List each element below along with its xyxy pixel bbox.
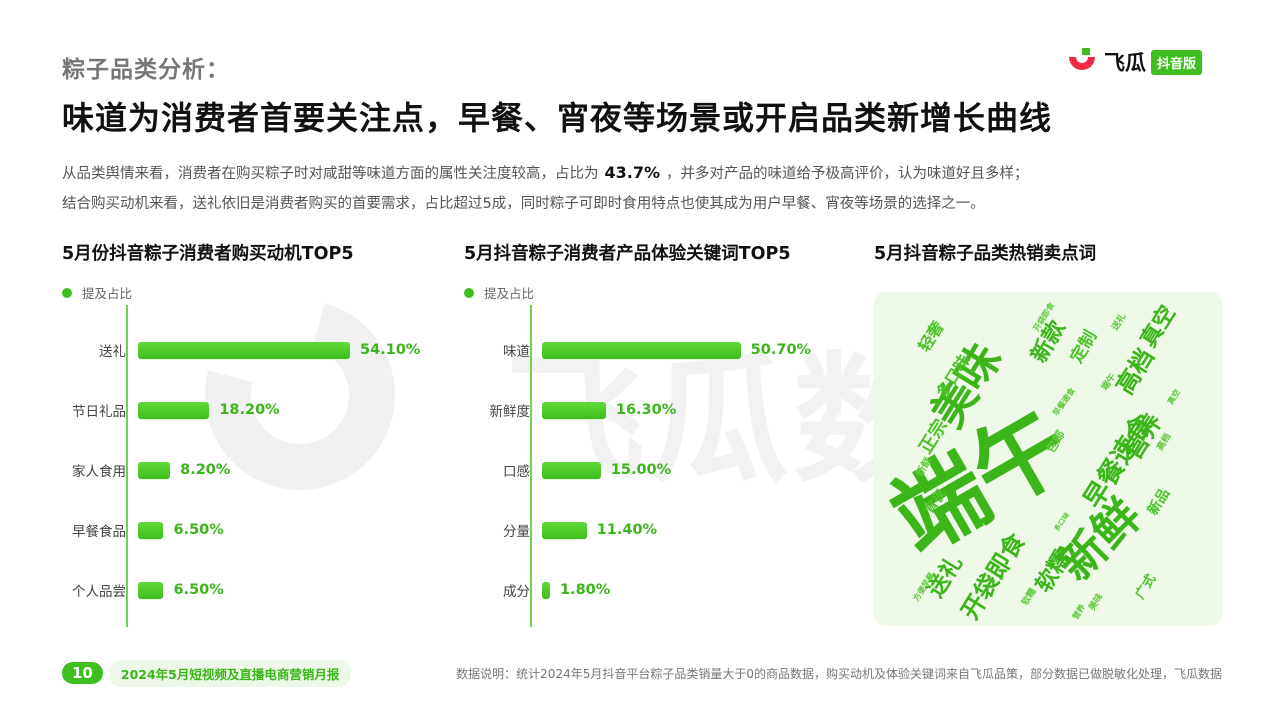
summary-line-1-start: 从品类舆情来看，消费者在购买粽子时对咸甜等味道方面的属性关注度较高，占比为 bbox=[62, 166, 599, 182]
bar-category-label: 味道 bbox=[503, 344, 530, 360]
motives-axis bbox=[126, 305, 128, 627]
logo-badge: 抖音版 bbox=[1151, 49, 1203, 75]
report-name: 2024年5月短视频及直播电商营销月报 bbox=[108, 659, 352, 687]
bar-category-label: 节日礼品 bbox=[72, 404, 126, 420]
cloud-word: 送礼 bbox=[1108, 311, 1128, 333]
cloud-word: 轻奢 bbox=[915, 317, 949, 355]
bar-value-label: 6.50% bbox=[173, 582, 224, 598]
bar bbox=[138, 461, 171, 479]
motives-bar-chart: 送礼 54.10% 节日礼品 18.20% 家人食用 8.20% 早餐食品 6.50% 个人品尝… bbox=[72, 305, 456, 627]
bar-value-label: 54.10% bbox=[360, 342, 421, 358]
bar-value-label: 6.50% bbox=[173, 522, 224, 538]
page-number: 10 bbox=[62, 662, 103, 684]
cloud-word: 端午 bbox=[1099, 371, 1119, 393]
keywords-axis bbox=[530, 305, 532, 627]
motives-chart-title: 5月份抖音粽子消费者购买动机TOP5 bbox=[62, 244, 354, 264]
bar-category-label: 送礼 bbox=[99, 344, 126, 360]
bar bbox=[542, 521, 587, 539]
cloud-word: 高档 bbox=[1111, 344, 1160, 400]
bar-value-label: 11.40% bbox=[596, 522, 658, 538]
footer: 10 2024年5月短视频及直播电商营销月报 bbox=[62, 659, 352, 687]
brand-logo: 飞瓜 抖音版 bbox=[1066, 46, 1203, 78]
bar-row: 口感 15.00% bbox=[503, 460, 672, 480]
cloud-panel: 5月抖音粽子品类热销卖点词 bbox=[874, 240, 1096, 265]
cloud-word: 新品 bbox=[1144, 485, 1173, 518]
bar-value-label: 50.70% bbox=[750, 342, 812, 358]
bar-category-label: 家人食用 bbox=[72, 464, 126, 480]
bar-category-label: 早餐食品 bbox=[72, 524, 126, 540]
cloud-word: 定制 bbox=[1066, 327, 1101, 367]
keywords-legend: 提及占比 bbox=[464, 283, 791, 302]
melon-logo-icon bbox=[1069, 48, 1095, 70]
bar-value-label: 15.00% bbox=[610, 462, 672, 478]
motives-panel: 5月份抖音粽子消费者购买动机TOP5 提及占比 bbox=[62, 240, 354, 302]
summary-text: 从品类舆情来看，消费者在购买粽子时对咸甜等味道方面的属性关注度较高，占比为 43.… bbox=[62, 158, 1222, 219]
cloud-word: 软糯 bbox=[1019, 586, 1039, 608]
keywords-chart-title: 5月抖音粽子消费者产品体验关键词TOP5 bbox=[464, 244, 791, 264]
bar bbox=[138, 581, 164, 599]
bar-value-label: 16.30% bbox=[615, 402, 677, 418]
bar-row: 早餐食品 6.50% bbox=[72, 520, 224, 540]
bar bbox=[138, 521, 164, 539]
cloud-chart-title: 5月抖音粽子品类热销卖点词 bbox=[874, 244, 1097, 264]
bar bbox=[542, 461, 601, 479]
summary-line-2: 结合购买动机来看，送礼依旧是消费者购买的首要需求，占比超过5成，同时粽子可即时食… bbox=[62, 196, 985, 212]
bar-row: 分量 11.40% bbox=[503, 520, 658, 540]
word-cloud: 端午 美味 新鲜 早餐速食 开袋即食 软糯 高档 营养 真空 新款 送礼 多口味 正宗 定制 轻奢 新品 宵夜广… bbox=[874, 292, 1222, 626]
bar-value-label: 1.80% bbox=[560, 582, 611, 598]
legend-label: 提及占比 bbox=[82, 286, 133, 301]
bar-category-label: 分量 bbox=[503, 524, 530, 540]
legend-label: 提及占比 bbox=[484, 286, 535, 301]
bar-category-label: 口感 bbox=[503, 464, 530, 480]
bar-value-label: 18.20% bbox=[219, 402, 280, 418]
source-note: 数据说明：统计2024年5月抖音平台粽子品类销量大于0的商品数据，购买动机及体验… bbox=[456, 667, 1222, 681]
page-headline: 味道为消费者首要关注点，早餐、宵夜等场景或开启品类新增长曲线 bbox=[62, 99, 1053, 137]
cloud-word: 新款 bbox=[1026, 315, 1071, 367]
keywords-panel: 5月抖音粽子消费者产品体验关键词TOP5 提及占比 bbox=[464, 240, 791, 302]
bar-row: 个人品尝 6.50% bbox=[72, 580, 224, 600]
bar bbox=[542, 581, 550, 599]
bar-category-label: 新鲜度 bbox=[489, 404, 531, 420]
bar-row: 节日礼品 18.20% bbox=[72, 400, 280, 420]
cloud-word: 早餐速食 bbox=[1050, 385, 1077, 418]
legend-dot-icon bbox=[464, 287, 474, 298]
legend-dot-icon bbox=[62, 287, 72, 298]
keywords-bar-chart: 味道 50.70% 新鲜度 16.30% 口感 15.00% 分量 11.40% 成分 1.80% bbox=[490, 305, 860, 627]
motives-legend: 提及占比 bbox=[62, 283, 354, 302]
section-label: 粽子品类分析： bbox=[62, 57, 230, 83]
bar-row: 家人食用 8.20% bbox=[72, 460, 231, 480]
bar-row: 味道 50.70% bbox=[503, 340, 812, 360]
bar-category-label: 成分 bbox=[503, 584, 530, 600]
cloud-word: 真空 bbox=[1135, 301, 1180, 352]
cloud-word: 广式 bbox=[1132, 571, 1159, 602]
summary-highlight: 43.7% bbox=[604, 163, 661, 182]
bar-row: 成分 1.80% bbox=[503, 580, 611, 600]
cloud-word: 真空 bbox=[1165, 387, 1182, 406]
bar bbox=[542, 401, 606, 419]
bar-row: 送礼 54.10% bbox=[99, 340, 421, 360]
bar-row: 新鲜度 16.30% bbox=[490, 400, 677, 420]
bar-value-label: 8.20% bbox=[180, 462, 231, 478]
summary-line-1-end: ，并多对产品的味道给予极高评价，认为味道好且多样； bbox=[666, 166, 1029, 182]
bar bbox=[138, 401, 210, 419]
cloud-word: 美味 bbox=[1086, 591, 1106, 613]
logo-name: 飞瓜 bbox=[1104, 51, 1146, 75]
bar bbox=[542, 341, 741, 359]
cloud-word: 多口味 bbox=[1052, 511, 1071, 533]
bar-category-label: 个人品尝 bbox=[72, 584, 126, 600]
bar bbox=[138, 341, 350, 359]
summary-line-1: 从品类舆情来看，消费者在购买粽子时对咸甜等味道方面的属性关注度较高，占比为 43.… bbox=[62, 158, 1222, 189]
cloud-word: 营养 bbox=[1070, 602, 1087, 621]
